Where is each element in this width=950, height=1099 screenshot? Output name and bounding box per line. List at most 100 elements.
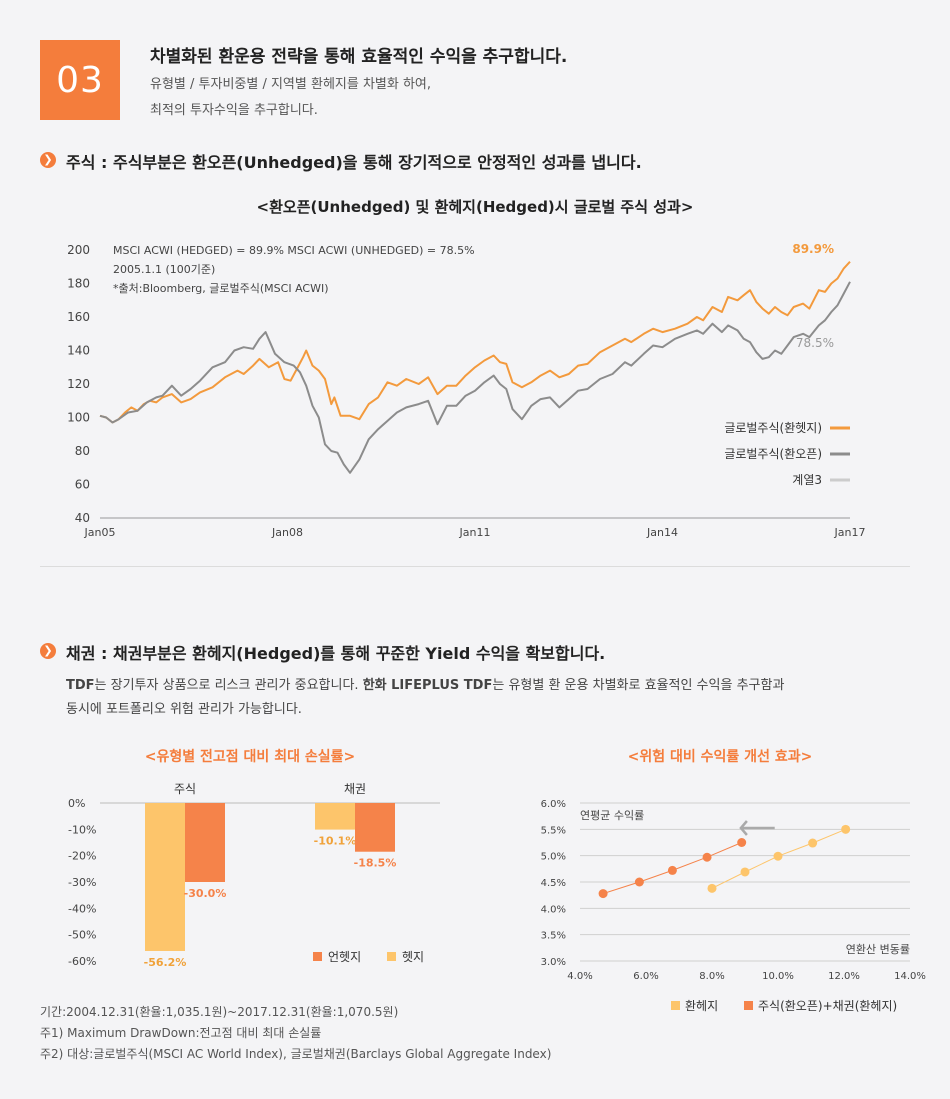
y-tick-label: 4.5% [541, 878, 566, 889]
y-tick-label: -10% [68, 823, 96, 836]
data-point [737, 838, 747, 847]
bar-chart-title: <유형별 전고점 대비 최대 손실률> [144, 749, 356, 765]
y-tick-label: 5.0% [541, 852, 566, 863]
line-chart-title: <환오픈(Unhedged) 및 환헤지(Hedged)시 글로벌 주식 성과> [256, 198, 694, 216]
data-point [702, 852, 712, 862]
y-tick-label: 5.5% [541, 825, 566, 836]
data-point [598, 889, 608, 899]
description-line-2: 동시에 포트폴리오 위험 관리가 가능합니다. [66, 702, 302, 717]
tdf-term: TDF [66, 678, 95, 693]
x-tick-label: Jan08 [271, 526, 303, 539]
x-tick-label: Jan14 [646, 526, 678, 539]
x-tick-label: 6.0% [633, 971, 658, 982]
bar [145, 803, 185, 951]
section-number: 03 [56, 59, 104, 101]
data-point [808, 838, 818, 848]
legend-swatch [313, 952, 322, 961]
y-tick-label: 160 [67, 310, 90, 324]
bar [355, 803, 395, 852]
bar-chart: 0% -10% -20% -30% -40% -50% -60% 주식 -56.2% -30.0%… [68, 782, 440, 969]
x-tick-label: 10.0% [762, 971, 794, 982]
description-line-2: 최적의 투자수익을 추구합니다. [150, 103, 318, 118]
legend-label: 주식(환오픈)+채권(환헤지) [758, 999, 897, 1013]
y-tick-label: -60% [68, 955, 96, 968]
data-label: -30.0% [184, 887, 227, 900]
end-label-hedged: 89.9% [792, 242, 834, 256]
legend-label: 언헷지 [328, 950, 361, 964]
description-line-1: 유형별 / 투자비중별 / 지역별 환헤지를 차별화 하여, [150, 77, 432, 92]
chevron-right-icon: ❯ [40, 643, 56, 659]
y-tick-label: 4.0% [541, 904, 566, 915]
bar [315, 803, 355, 830]
x-tick-label: Jan11 [459, 526, 491, 539]
y-tick-label: 200 [67, 243, 90, 257]
y-tick-label: 100 [67, 411, 90, 425]
footnotes: 기간:2004.12.31(환율:1,035.1원)~2017.12.31(환율… [40, 1002, 551, 1065]
legend-label: 계열3 [792, 473, 822, 487]
y-tick-label: 40 [75, 511, 90, 525]
data-point [667, 865, 677, 875]
section-title-equity: 주식 : 주식부분은 환오픈(Unhedged)을 통해 장기적으로 안정적인 … [66, 153, 642, 172]
chart-note: *출처:Bloomberg, 글로벌주식(MSCI ACWI) [113, 282, 329, 295]
y-tick-label: 120 [67, 377, 90, 391]
legend-label: 헷지 [402, 950, 424, 964]
bond-description: TDF는 장기투자 상품으로 리스크 관리가 중요합니다. 한화 LIFEPLU… [66, 674, 916, 722]
footnote-1: 주1) Maximum DrawDown:전고점 대비 최대 손실률 [40, 1026, 322, 1040]
footnote-period: 기간:2004.12.31(환율:1,035.1원)~2017.12.31(환율… [40, 1005, 399, 1019]
legend-swatch [671, 1001, 680, 1010]
series-line [99, 261, 851, 424]
y-tick-label: 3.5% [541, 931, 566, 942]
legend-swatch [387, 952, 396, 961]
chart-note: MSCI ACWI (HEDGED) = 89.9% MSCI ACWI (UN… [113, 244, 475, 257]
description-text: 는 장기투자 상품으로 리스크 관리가 중요합니다. [94, 678, 363, 693]
data-point [740, 867, 750, 877]
data-point [707, 883, 717, 893]
bar [185, 803, 225, 882]
x-tick-label: 12.0% [828, 971, 860, 982]
y-tick-label: 3.0% [541, 957, 566, 968]
product-name: 한화 LIFEPLUS TDF [362, 678, 493, 693]
data-label: -56.2% [144, 956, 187, 969]
y-axis-label: 연평균 수익률 [580, 809, 644, 822]
arrow-left-icon [739, 820, 775, 836]
x-tick-label: 4.0% [567, 971, 592, 982]
series-line [99, 281, 851, 474]
chevron-right-icon: ❯ [40, 152, 56, 168]
category-label: 채권 [344, 782, 366, 796]
data-point [841, 824, 851, 834]
section-divider [40, 566, 910, 567]
legend-swatch [744, 1001, 753, 1010]
scatter-chart: 6.0%5.5%5.0%4.5%4.0%3.5%3.0%4.0% 6.0% 8.0%… [541, 799, 926, 1013]
data-point [773, 851, 783, 861]
y-tick-label: 80 [75, 444, 90, 458]
section-title-bond: 채권 : 채권부분은 환헤지(Hedged)를 통해 꾸준한 Yield 수익을… [66, 644, 606, 663]
y-tick-label: -50% [68, 929, 96, 942]
legend-label: 환헤지 [685, 999, 718, 1013]
page-title: 차별화된 환운용 전략을 통해 효율적인 수익을 추구합니다. [150, 47, 568, 67]
y-tick-label: 60 [75, 478, 90, 492]
footnote-2: 주2) 대상:글로벌주식(MSCI AC World Index), 글로벌채권… [40, 1047, 552, 1061]
y-tick-label: 180 [67, 277, 90, 291]
x-tick-label: 14.0% [894, 971, 926, 982]
x-tick-label: 8.0% [699, 971, 724, 982]
data-point [634, 877, 644, 887]
category-label: 주식 [174, 782, 196, 796]
y-tick-label: -20% [68, 850, 96, 863]
page-description: 유형별 / 투자비중별 / 지역별 환헤지를 차별화 하여, 최적의 투자수익을… [150, 72, 431, 124]
y-tick-label: -30% [68, 876, 96, 889]
legend-label: 글로벌주식(환헷지) [724, 421, 822, 435]
chart-note: 2005.1.1 (100기준) [113, 263, 215, 276]
y-tick-label: 140 [67, 344, 90, 358]
section-number-badge: 03 [40, 40, 120, 120]
x-tick-label: Jan17 [834, 526, 866, 539]
x-tick-label: Jan05 [84, 526, 116, 539]
description-text: 는 유형별 환 운용 차별화로 효율적인 수익을 추구함과 [492, 678, 785, 693]
line-chart: 40 60 80 100 120 140 160 180 200 Jan05 Jan08 Jan11 J… [67, 242, 866, 539]
data-label: -10.1% [314, 835, 357, 848]
legend-label: 글로벌주식(환오픈) [724, 447, 822, 461]
end-label-unhedged: 78.5% [796, 336, 834, 350]
scatter-chart-title: <위험 대비 수익률 개선 효과> [627, 749, 813, 765]
x-axis-label: 연환산 변동률 [846, 943, 910, 956]
y-tick-label: 6.0% [541, 799, 566, 810]
data-label: -18.5% [354, 857, 397, 870]
